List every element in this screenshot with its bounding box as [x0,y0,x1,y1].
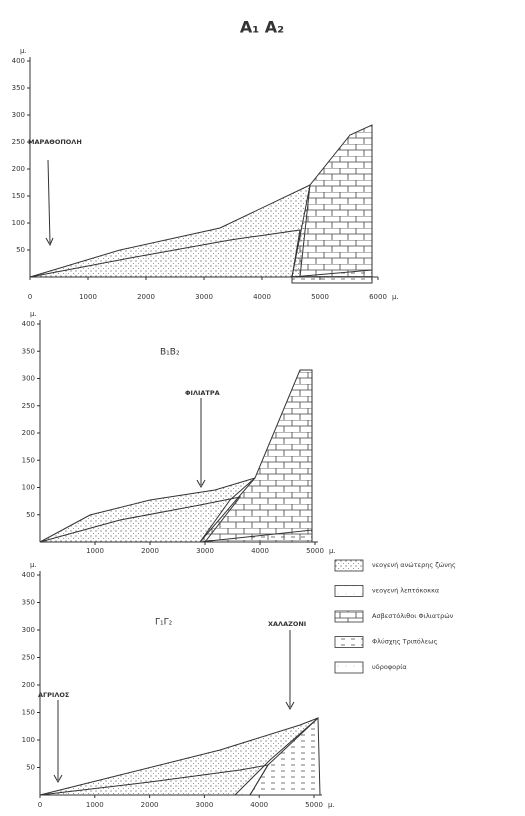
arrowhead [196,479,206,489]
y-tick-label: 50 [16,246,25,254]
y-tick-label: 200 [12,165,25,173]
y-tick-label: 250 [22,654,35,662]
legend-swatch [334,559,364,572]
x-tick-label: 2000 [137,293,155,301]
x-tick-label: 5000 [306,547,324,555]
x-tick-label: 4000 [251,547,269,555]
legend-swatch [334,610,364,623]
place-label: ΑΓΡΙΛΟΣ [38,691,69,699]
y-tick-label: 250 [22,402,35,410]
x-unit: μ. [392,293,399,301]
legend-label: νεογενή ανώτερης ζώνης [372,561,456,569]
y-tick-label: 200 [22,429,35,437]
x-tick-label: 3000 [195,801,213,809]
x-tick-label: 2000 [141,547,159,555]
y-tick-label: 350 [22,599,35,607]
y-tick-label: 200 [22,681,35,689]
y-tick-label: 300 [22,375,35,383]
arrowhead [285,701,295,711]
x-tick-label: 0 [38,801,42,809]
y-tick-label: 50 [26,511,35,519]
x-tick-label: 6000 [369,293,387,301]
y-tick-label: 400 [22,320,35,328]
y-tick-label: 350 [22,347,35,355]
place-label: ΦΙΛΙΑΤΡΑ [185,389,220,397]
y-unit: μ. [30,310,37,318]
panel-title: Β₁Β₂ [160,348,180,358]
x-tick-label: 1000 [79,293,97,301]
profile-3 [39,630,321,796]
profile-1 [29,124,373,284]
legend-label: Φλύσχης Τριπόλεως [372,638,438,646]
x-tick-label: 4000 [250,801,268,809]
y-tick-label: 100 [22,484,35,492]
y-tick-label: 250 [12,138,25,146]
y-tick-label: 300 [12,111,25,119]
neogene-fine [29,229,301,278]
legend-swatch [334,636,364,648]
arrow [47,159,51,244]
y-tick-label: 150 [22,456,35,464]
profile-2 [39,369,313,543]
place-label: ΧΑΛΑΖΟΝΙ [268,620,306,628]
x-unit: μ. [328,801,335,809]
x-tick-label: 5000 [311,293,329,301]
y-tick-label: 150 [22,709,35,717]
y-tick-label: 400 [22,571,35,579]
figure-title: A₁ A₂ [240,18,284,37]
legend-swatch [334,661,364,674]
y-tick-label: 350 [12,84,25,92]
panel-title: Γ₁Γ₂ [155,618,173,628]
y-tick-label: 300 [22,626,35,634]
y-tick-label: 100 [22,736,35,744]
arrowhead [45,237,54,247]
x-tick-label: 4000 [253,293,271,301]
legend-swatch [334,585,364,597]
x-tick-label: 1000 [86,547,104,555]
x-tick-label: 1000 [86,801,104,809]
arrowhead [53,774,63,784]
x-tick-label: 3000 [195,293,213,301]
y-tick-label: 100 [12,219,25,227]
y-tick-label: 400 [12,57,25,65]
x-tick-label: 2000 [141,801,159,809]
y-unit: μ. [30,561,37,569]
legend-label: Ασβεστόλιθοι Φιλιατρών [372,612,454,620]
place-label: ΜΑΡΑΘΟΠΟΛΗ [28,138,82,146]
x-unit: μ. [329,547,336,555]
legend-label: νεογενή λεπτόκοκκα [372,587,439,595]
legend-label: υδροφορία [372,663,407,671]
y-tick-label: 150 [12,192,25,200]
y-unit: μ. [20,47,27,55]
x-tick-label: 5000 [305,801,323,809]
x-tick-label: 3000 [196,547,214,555]
y-tick-label: 50 [26,764,35,772]
x-tick-label: 0 [28,293,32,301]
